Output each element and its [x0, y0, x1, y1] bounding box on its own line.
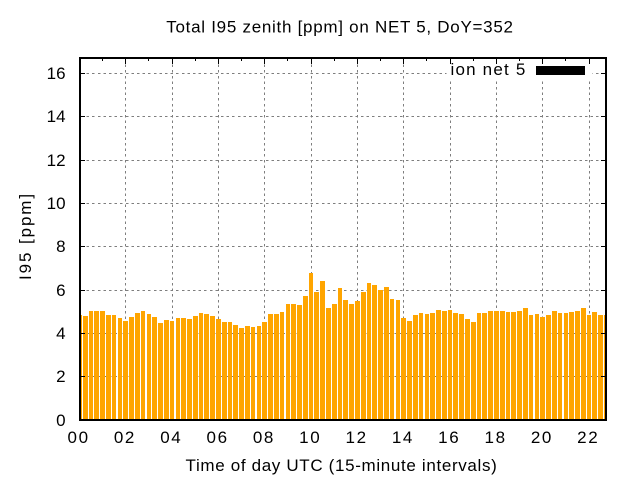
svg-text:ion net 5: ion net 5	[450, 60, 526, 79]
svg-text:16: 16	[47, 64, 66, 83]
svg-text:12: 12	[346, 428, 368, 447]
svg-text:I95 [ppm]: I95 [ppm]	[16, 192, 35, 280]
svg-text:Total I95 zenith [ppm] on NET: Total I95 zenith [ppm] on NET 5, DoY=352	[166, 18, 513, 37]
svg-text:22: 22	[577, 428, 599, 447]
svg-text:04: 04	[160, 428, 182, 447]
svg-text:8: 8	[56, 237, 65, 256]
svg-text:20: 20	[531, 428, 553, 447]
svg-text:10: 10	[47, 194, 66, 213]
svg-text:00: 00	[68, 428, 90, 447]
svg-text:10: 10	[299, 428, 321, 447]
svg-text:6: 6	[56, 281, 65, 300]
svg-text:2: 2	[56, 367, 65, 386]
svg-text:02: 02	[114, 428, 136, 447]
svg-text:08: 08	[253, 428, 275, 447]
svg-text:0: 0	[56, 411, 65, 430]
svg-text:12: 12	[47, 151, 66, 170]
svg-text:16: 16	[438, 428, 460, 447]
svg-text:Time of day UTC (15-minute int: Time of day UTC (15-minute intervals)	[186, 456, 498, 475]
svg-text:4: 4	[56, 324, 65, 343]
svg-text:18: 18	[485, 428, 507, 447]
svg-text:06: 06	[207, 428, 229, 447]
svg-text:14: 14	[392, 428, 414, 447]
svg-text:14: 14	[47, 107, 66, 126]
